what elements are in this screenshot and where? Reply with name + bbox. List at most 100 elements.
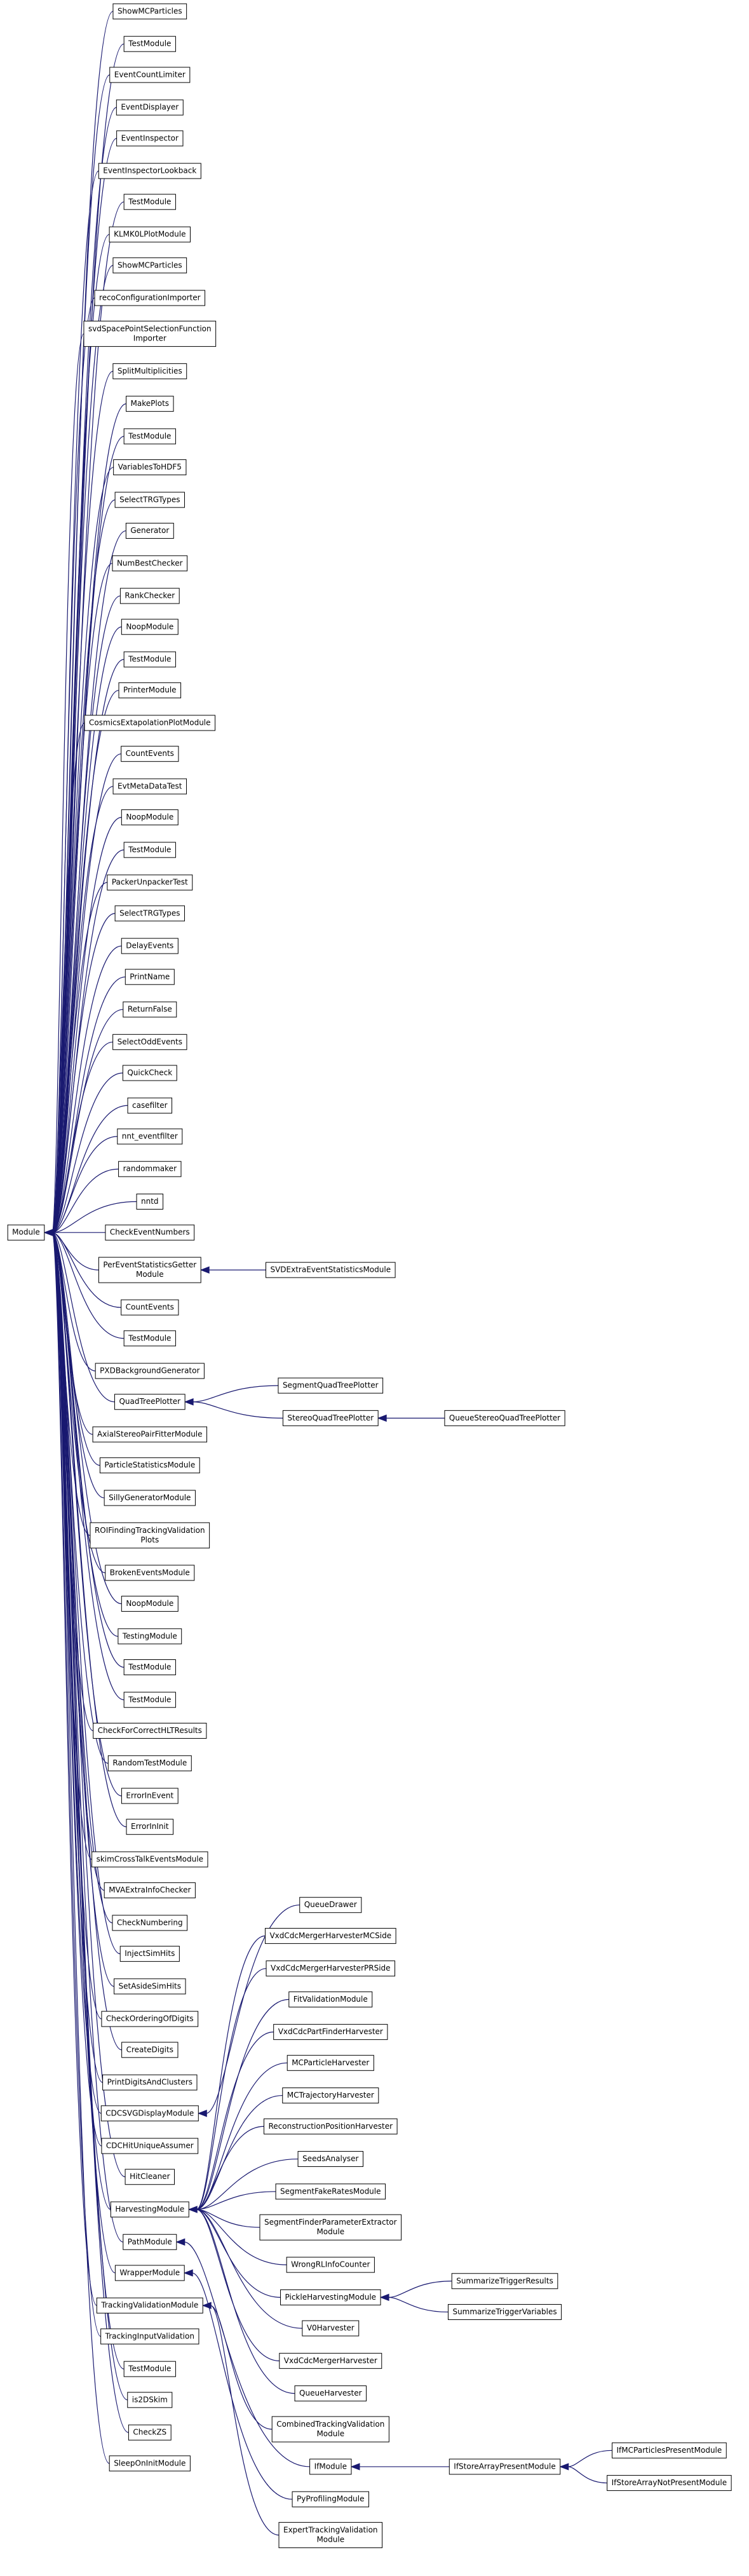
class-node[interactable]: EventInspector <box>116 130 184 147</box>
class-node[interactable]: StereoQuadTreePlotter <box>282 1410 379 1426</box>
class-node[interactable]: MakePlots <box>126 396 174 412</box>
class-node[interactable]: ReturnFalse <box>123 1001 177 1018</box>
class-node[interactable]: WrongRLInfoCounter <box>286 2256 375 2273</box>
class-node[interactable]: IfMCParticlesPresentModule <box>612 2442 727 2458</box>
class-node[interactable]: ErrorInInit <box>126 1819 174 1835</box>
class-node[interactable]: EvtMetaDataTest <box>112 778 187 795</box>
class-node[interactable]: CountEvents <box>121 1299 179 1316</box>
class-node[interactable]: NoopModule <box>121 809 179 826</box>
class-node[interactable]: SegmentQuadTreePlotter <box>278 1377 384 1394</box>
class-node[interactable]: TrackingValidationModule <box>96 2297 203 2314</box>
class-node[interactable]: Generator <box>125 523 174 539</box>
class-node[interactable]: QueueStereoQuadTreePlotter <box>444 1410 565 1426</box>
class-node[interactable]: CountEvents <box>121 746 179 762</box>
class-node[interactable]: BrokenEventsModule <box>105 1565 195 1581</box>
class-node[interactable]: nntd <box>136 1193 164 1210</box>
class-node[interactable]: VxdCdcMergerHarvesterPRSide <box>266 1960 396 1977</box>
class-node[interactable]: TestModule <box>123 842 176 858</box>
class-node[interactable]: CDCHitUniqueAssumer <box>101 2138 199 2154</box>
class-node[interactable]: IfModule <box>309 2458 352 2475</box>
class-node[interactable]: SelectTRGTypes <box>114 905 185 922</box>
class-node[interactable]: TestModule <box>123 1330 176 1347</box>
class-node[interactable]: nnt_eventfilter <box>117 1128 183 1145</box>
class-node[interactable]: SelectTRGTypes <box>114 492 185 508</box>
class-node[interactable]: TestModule <box>123 194 176 210</box>
class-node[interactable]: IfStoreArrayNotPresentModule <box>607 2475 732 2492</box>
class-node[interactable]: SelectOddEvents <box>112 1034 187 1050</box>
class-node[interactable]: MCParticleHarvester <box>287 2054 374 2071</box>
class-node[interactable]: PackerUnpackerTest <box>107 874 193 891</box>
class-node[interactable]: TestModule <box>123 36 176 52</box>
class-node[interactable]: TestModule <box>123 1659 176 1676</box>
class-node[interactable]: CheckForCorrectHLTResults <box>93 1722 207 1739</box>
class-node[interactable]: CheckNumbering <box>112 1915 188 1931</box>
class-node[interactable]: CosmicsExtapolationPlotModule <box>84 715 216 731</box>
class-node[interactable]: CreateDigits <box>121 2042 179 2058</box>
class-node[interactable]: HitCleaner <box>125 2169 175 2185</box>
class-node[interactable]: RankChecker <box>119 588 180 604</box>
class-node[interactable]: PathModule <box>123 2234 177 2250</box>
class-node[interactable]: TestModule <box>123 651 176 668</box>
class-node[interactable]: SVDExtraEventStatisticsModule <box>265 1262 396 1278</box>
class-node[interactable]: skimCrossTalkEventsModule <box>91 1851 208 1868</box>
class-node[interactable]: VxdCdcMergerHarvester <box>279 2352 382 2369</box>
class-node[interactable]: SillyGeneratorModule <box>104 1490 196 1506</box>
class-node[interactable]: QueueHarvester <box>294 2385 367 2402</box>
class-node[interactable]: InjectSimHits <box>119 1946 180 1962</box>
class-node[interactable]: ShowMCParticles <box>112 3 187 20</box>
class-node[interactable]: ErrorInEvent <box>121 1788 179 1804</box>
class-node[interactable]: TestModule <box>123 428 176 445</box>
class-node[interactable]: FitValidationModule <box>288 1991 373 2007</box>
class-node[interactable]: randommaker <box>118 1161 182 1177</box>
class-node[interactable]: EventDisplayer <box>116 99 184 116</box>
class-node[interactable]: KLMK0LPlotModule <box>109 226 191 243</box>
class-node[interactable]: AxialStereoPairFitterModule <box>92 1426 208 1443</box>
class-node[interactable]: VariablesToHDF5 <box>113 459 187 476</box>
class-node[interactable]: IfStoreArrayPresentModule <box>449 2458 561 2475</box>
class-node[interactable]: is2DSkim <box>127 2392 173 2408</box>
class-node[interactable]: SplitMultiplicities <box>112 363 187 379</box>
class-node[interactable]: SetAsideSimHits <box>114 1978 186 1995</box>
class-node[interactable]: PickleHarvestingModule <box>280 2289 381 2305</box>
class-node[interactable]: TestModule <box>123 2361 176 2377</box>
class-node[interactable]: VxdCdcPartFinderHarvester <box>273 2024 388 2040</box>
class-node[interactable]: recoConfigurationImporter <box>94 290 206 306</box>
class-node[interactable]: SegmentFakeRatesModule <box>275 2183 386 2200</box>
class-node[interactable]: PXDBackgroundGenerator <box>95 1363 205 1379</box>
class-node[interactable]: MCTrajectoryHarvester <box>282 2087 379 2104</box>
class-node[interactable]: EventCountLimiter <box>109 67 191 83</box>
class-node[interactable]: QueueDrawer <box>299 1897 362 1913</box>
class-node[interactable]: QuadTreePlotter <box>114 1394 186 1410</box>
class-node[interactable]: PyProfilingModule <box>292 2491 370 2507</box>
class-node[interactable]: TestingModule <box>118 1628 182 1645</box>
class-node[interactable]: casefilter <box>127 1097 173 1114</box>
class-node[interactable]: CheckOrderingOfDigits <box>101 2011 199 2027</box>
class-node[interactable]: NoopModule <box>121 619 179 635</box>
class-node[interactable]: NumBestChecker <box>112 555 188 572</box>
class-node[interactable]: EventInspectorLookback <box>98 163 201 179</box>
class-node[interactable]: VxdCdcMergerHarvesterMCSide <box>264 1927 396 1944</box>
class-node[interactable]: QuickCheck <box>122 1065 177 1081</box>
class-node[interactable]: PrinterModule <box>118 682 182 699</box>
class-node[interactable]: SeedsAnalyser <box>297 2151 364 2168</box>
class-node[interactable]: CDCSVGDisplayModule <box>100 2105 199 2122</box>
class-node[interactable]: DelayEvents <box>121 938 179 954</box>
class-node[interactable]: MVAExtraInfoChecker <box>104 1882 196 1899</box>
class-node[interactable]: RandomTestModule <box>107 1755 192 1772</box>
class-node[interactable]: Module <box>7 1224 45 1241</box>
class-node[interactable]: CheckEventNumbers <box>105 1224 195 1241</box>
class-node[interactable]: ParticleStatisticsModule <box>99 1457 200 1474</box>
class-node[interactable]: TrackingInputValidation <box>100 2328 199 2345</box>
class-node[interactable]: ReconstructionPositionHarvester <box>263 2118 398 2134</box>
class-node[interactable]: PrintName <box>125 969 175 985</box>
class-node[interactable]: ShowMCParticles <box>112 257 187 274</box>
class-node[interactable]: V0Harvester <box>302 2320 360 2337</box>
class-node[interactable]: WrapperModule <box>114 2265 185 2281</box>
class-node[interactable]: SummarizeTriggerResults <box>451 2273 558 2289</box>
